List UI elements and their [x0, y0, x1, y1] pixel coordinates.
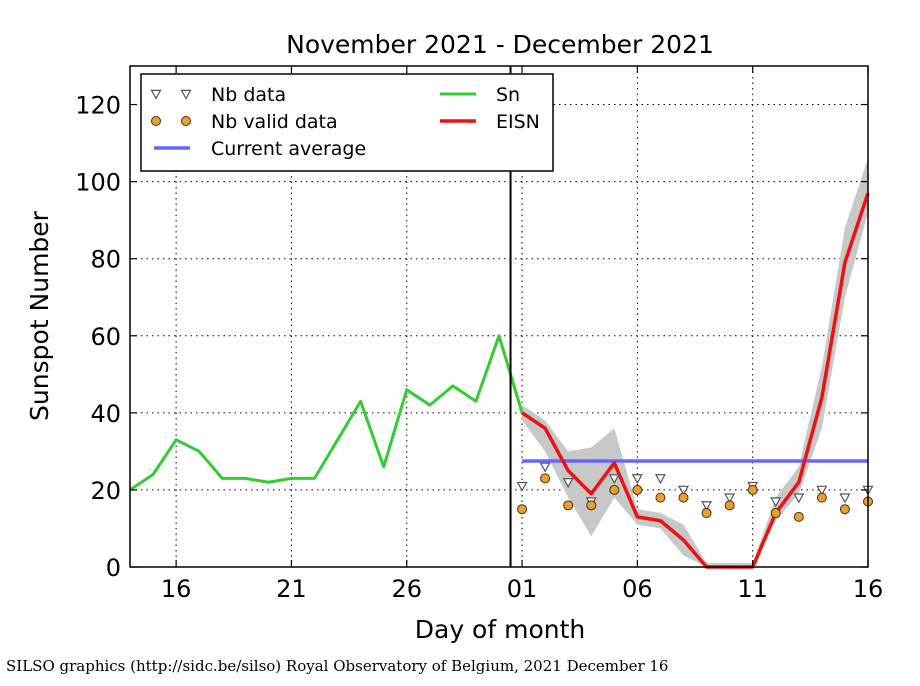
nb-data-point [839, 493, 851, 504]
legend-label: Nb valid data [211, 111, 338, 133]
plot-frame [129, 65, 869, 568]
nb-data-point [816, 485, 828, 496]
x-tick-label: 16 [161, 575, 192, 603]
y-tick-label: 0 [106, 554, 121, 582]
nb-data-point [562, 478, 574, 488]
nb-valid-point [586, 500, 597, 511]
x-tick-label: 06 [622, 575, 653, 603]
legend-label: Sn [496, 84, 520, 106]
nb-valid-point [747, 484, 758, 495]
nb-valid-point [678, 492, 689, 503]
legend-nb-data-marker [180, 89, 192, 100]
legend-nb-valid-marker [151, 116, 161, 126]
plot-border [129, 65, 869, 568]
x-tick-label: 01 [507, 575, 538, 603]
nb-valid-point [793, 511, 804, 522]
y-tick-label: 100 [75, 169, 121, 197]
nb-valid-point [655, 492, 666, 503]
nb-data-point [677, 485, 690, 496]
nb-valid-point [839, 504, 850, 515]
nb-data-point [516, 481, 528, 492]
legend-label: Current average [211, 138, 366, 160]
legend: Nb data Nb valid data Current average Sn EIS… [140, 73, 554, 172]
nb-data-point [770, 497, 782, 508]
nb-valid-point [701, 508, 712, 519]
nb-data-point [701, 501, 713, 512]
x-tick-label: 11 [737, 575, 768, 603]
y-tick-label: 60 [90, 323, 121, 351]
nb-data-point [608, 474, 620, 485]
legend-label: Nb data [211, 84, 286, 106]
nb-data-point [793, 493, 805, 504]
eisn-series [521, 192, 870, 569]
nb-valid-point [540, 473, 551, 484]
credit-line: SILSO graphics (http://sidc.be/silso) Ro… [6, 657, 669, 675]
nb-valid-point [609, 484, 620, 495]
sn-line [129, 334, 524, 492]
y-tick-label: 20 [90, 477, 121, 505]
nb-data-point [631, 474, 643, 485]
x-tick-label: 21 [276, 575, 307, 603]
eisn-error-band [522, 158, 868, 567]
nb-valid-point [816, 492, 827, 503]
x-axis-label: Day of month [415, 615, 586, 644]
sn-series [129, 334, 524, 492]
axis-ticks: 0 20 40 60 80 100 120 16 21 26 01 06 11 16 [75, 66, 883, 603]
chart-title: November 2021 - December 2021 [286, 30, 714, 59]
y-tick-label: 40 [90, 400, 121, 428]
nb-valid-point [770, 508, 781, 519]
nb-data-point [724, 493, 736, 504]
x-tick-label: 26 [391, 575, 422, 603]
nb-data-point [654, 474, 666, 485]
legend-label: EISN [496, 111, 540, 133]
legend-nb-data-marker [150, 89, 162, 100]
nb-data-point [539, 462, 551, 473]
nb-markers [516, 462, 874, 522]
nb-valid-point [517, 504, 528, 515]
y-tick-label: 120 [75, 92, 121, 120]
legend-box [140, 73, 554, 172]
eisn-line [521, 192, 870, 569]
y-tick-label: 80 [90, 246, 121, 274]
nb-valid-point [563, 500, 574, 511]
nb-valid-point [724, 500, 735, 511]
eisn-band [522, 158, 868, 567]
nb-valid-point [632, 484, 643, 495]
y-axis-label: Sunspot Number [25, 210, 54, 421]
x-tick-label: 16 [853, 575, 884, 603]
legend-nb-valid-marker [181, 116, 191, 126]
